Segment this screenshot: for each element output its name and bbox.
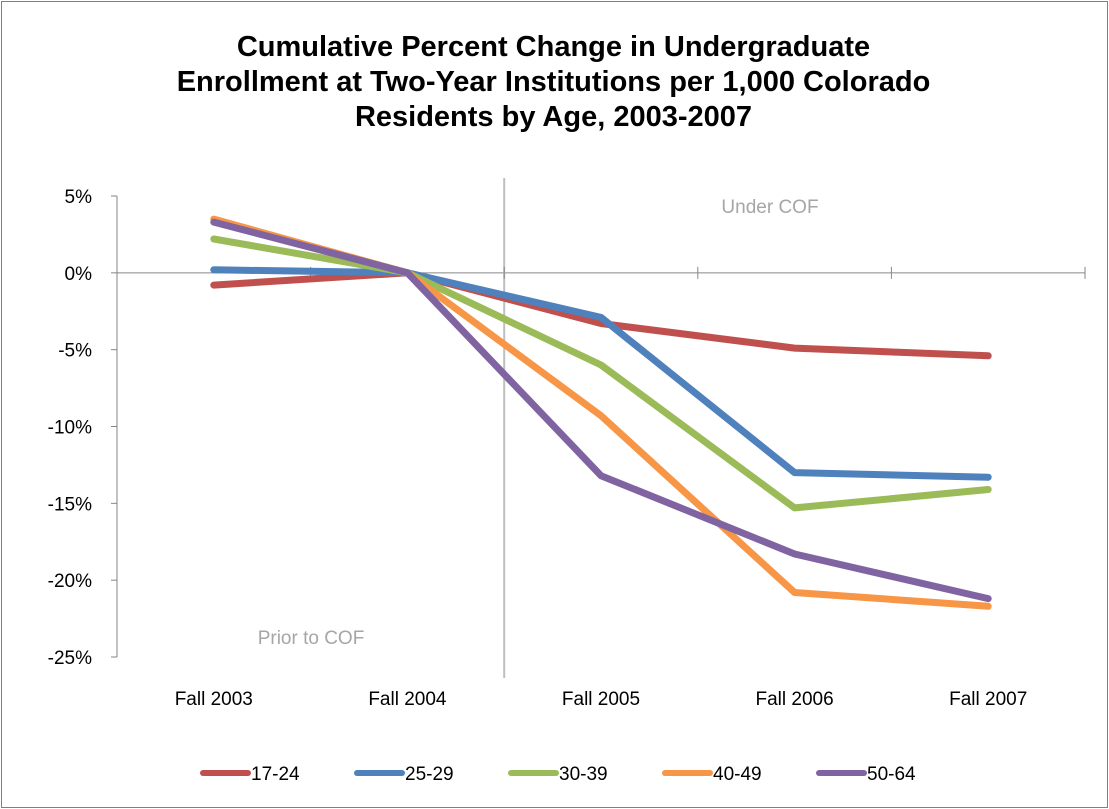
legend: 17-24 25-29 30-39 40-49 50-64 [200, 764, 916, 785]
y-tick-label: -15% [48, 494, 92, 515]
y-tick-label: -25% [48, 648, 92, 669]
annotation-under-cof: Under COF [721, 197, 818, 218]
legend-label-25-29: 25-29 [405, 764, 454, 785]
chart-title-line-1: Cumulative Percent Change in Undergradua… [236, 31, 871, 63]
legend-label-50-64: 50-64 [867, 764, 916, 785]
x-tick-label: Fall 2006 [756, 689, 834, 710]
annotations: Prior to COF Under COF [258, 197, 819, 649]
x-tick-label: Fall 2005 [562, 689, 640, 710]
legend-label-40-49: 40-49 [713, 764, 762, 785]
chart-title-line-2: Enrollment at Two-Year Institutions per … [176, 66, 931, 98]
series-line-50-64 [210, 218, 992, 603]
x-tick-label: Fall 2003 [175, 689, 253, 710]
series-lines [210, 215, 992, 610]
annotation-prior-to-cof: Prior to COF [258, 628, 365, 649]
chart-title: Cumulative Percent Change in Undergradua… [0, 30, 1107, 135]
y-tick-label: -20% [48, 571, 92, 592]
series-line-17-24 [210, 269, 992, 360]
legend-label-17-24: 17-24 [251, 764, 300, 785]
x-axis-ticks: Fall 2003 Fall 2004 Fall 2005 Fall 2006 Fall… [116, 266, 1086, 710]
y-tick-label: 5% [65, 187, 93, 208]
y-tick-label: 0% [65, 264, 93, 285]
series-line-30-39 [210, 235, 992, 512]
y-tick-label: -10% [48, 418, 92, 439]
legend-label-30-39: 30-39 [559, 764, 608, 785]
x-tick-label: Fall 2007 [949, 689, 1027, 710]
y-tick-label: -5% [58, 341, 92, 362]
y-axis-ticks: 5% 0% -5% -10% -15% -20% -25% [48, 187, 117, 669]
x-tick-label: Fall 2004 [368, 689, 447, 710]
chart-title-line-3: Residents by Age, 2003-2007 [354, 101, 753, 133]
series-line-25-29 [210, 266, 992, 481]
